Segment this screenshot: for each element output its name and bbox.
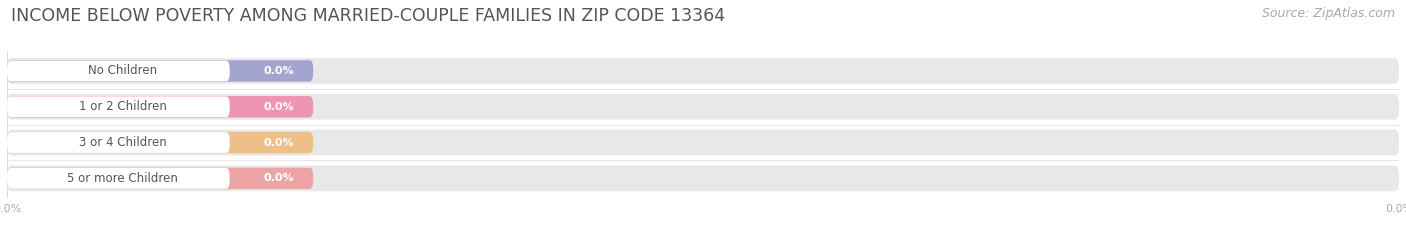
FancyBboxPatch shape (7, 130, 1399, 155)
FancyBboxPatch shape (7, 132, 229, 153)
Text: 5 or more Children: 5 or more Children (67, 172, 179, 185)
Text: 3 or 4 Children: 3 or 4 Children (79, 136, 167, 149)
FancyBboxPatch shape (7, 168, 229, 189)
Text: 0.0%: 0.0% (263, 66, 294, 76)
FancyBboxPatch shape (7, 96, 314, 117)
Text: 0.0%: 0.0% (263, 173, 294, 183)
Text: 0.0%: 0.0% (263, 137, 294, 147)
FancyBboxPatch shape (7, 96, 229, 117)
FancyBboxPatch shape (7, 61, 229, 81)
Text: 1 or 2 Children: 1 or 2 Children (79, 100, 167, 113)
Text: Source: ZipAtlas.com: Source: ZipAtlas.com (1261, 7, 1395, 20)
Text: 0.0%: 0.0% (263, 102, 294, 112)
FancyBboxPatch shape (7, 94, 1399, 120)
Text: No Children: No Children (89, 65, 157, 77)
FancyBboxPatch shape (7, 60, 314, 82)
FancyBboxPatch shape (7, 165, 1399, 191)
FancyBboxPatch shape (7, 168, 314, 189)
FancyBboxPatch shape (7, 132, 314, 153)
Text: INCOME BELOW POVERTY AMONG MARRIED-COUPLE FAMILIES IN ZIP CODE 13364: INCOME BELOW POVERTY AMONG MARRIED-COUPL… (11, 7, 725, 25)
FancyBboxPatch shape (7, 58, 1399, 84)
